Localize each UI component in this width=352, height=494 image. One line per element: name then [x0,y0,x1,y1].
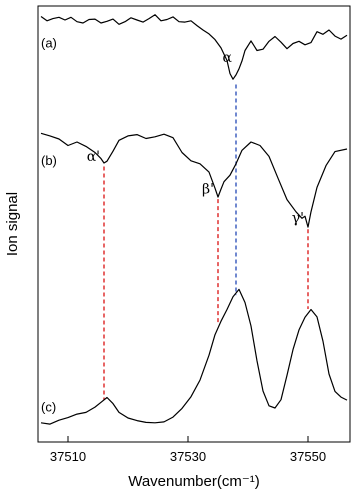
x-tick-label: 37530 [170,449,206,464]
panel-label: (a) [41,35,57,50]
peak-label: α [223,50,233,66]
series-line-c [40,288,348,425]
guide-lines [103,84,309,400]
series-line-a [40,14,348,80]
peak-label: β' [202,181,214,197]
panel-label: (b) [41,153,57,168]
y-axis-label: Ion signal [4,192,21,256]
peak-label: γ' [292,211,304,227]
panel-label: (c) [41,399,56,414]
series-traces [40,14,348,425]
series-line-b [40,132,348,228]
chart-labels: (a) (b) (c) α α' β' γ' [41,35,304,414]
x-axis-label: Wavenumber(cm⁻¹) [128,473,260,490]
x-tick-label: 37550 [290,449,326,464]
plot-frame [37,5,351,443]
x-tick-label: 37510 [50,449,86,464]
peak-label: α' [87,149,100,165]
x-ticks: 37510 37530 37550 [50,436,326,464]
